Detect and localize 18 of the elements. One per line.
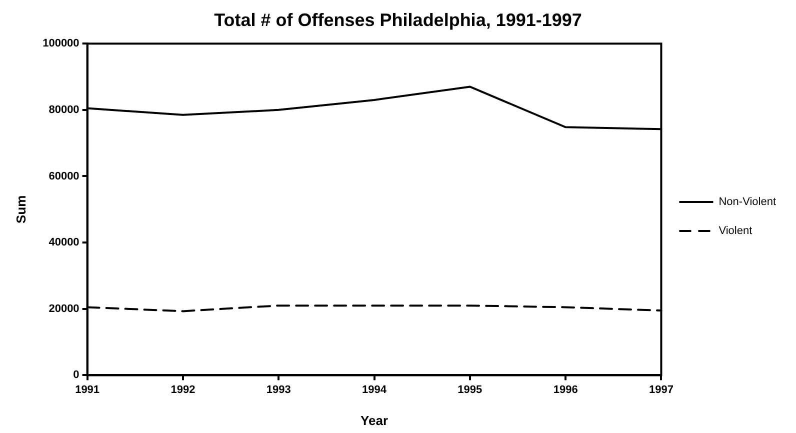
- y-tick-label: 20000: [48, 302, 80, 315]
- chart-title: Total # of Offenses Philadelphia, 1991-1997: [214, 10, 582, 30]
- x-tick-label: 1993: [266, 384, 291, 396]
- y-tick-label: 0: [73, 369, 80, 382]
- x-tick-label: 1994: [362, 384, 388, 396]
- y-tick-label: 40000: [48, 236, 80, 249]
- x-axis-title: Year: [360, 412, 388, 428]
- y-tick-label: 60000: [48, 170, 80, 182]
- legend-label: Non-Violent: [718, 196, 776, 208]
- x-tick-label: 1996: [553, 384, 578, 396]
- y-tick-label: 80000: [48, 104, 80, 116]
- x-tick-label: 1997: [648, 384, 674, 396]
- x-tick-label: 1992: [170, 384, 196, 396]
- x-tick-label: 1991: [75, 384, 100, 396]
- y-axis-title: Sum: [13, 195, 28, 224]
- y-tick-label: 100000: [42, 38, 80, 50]
- x-tick-label: 1995: [458, 384, 482, 396]
- legend-label: Violent: [718, 225, 752, 238]
